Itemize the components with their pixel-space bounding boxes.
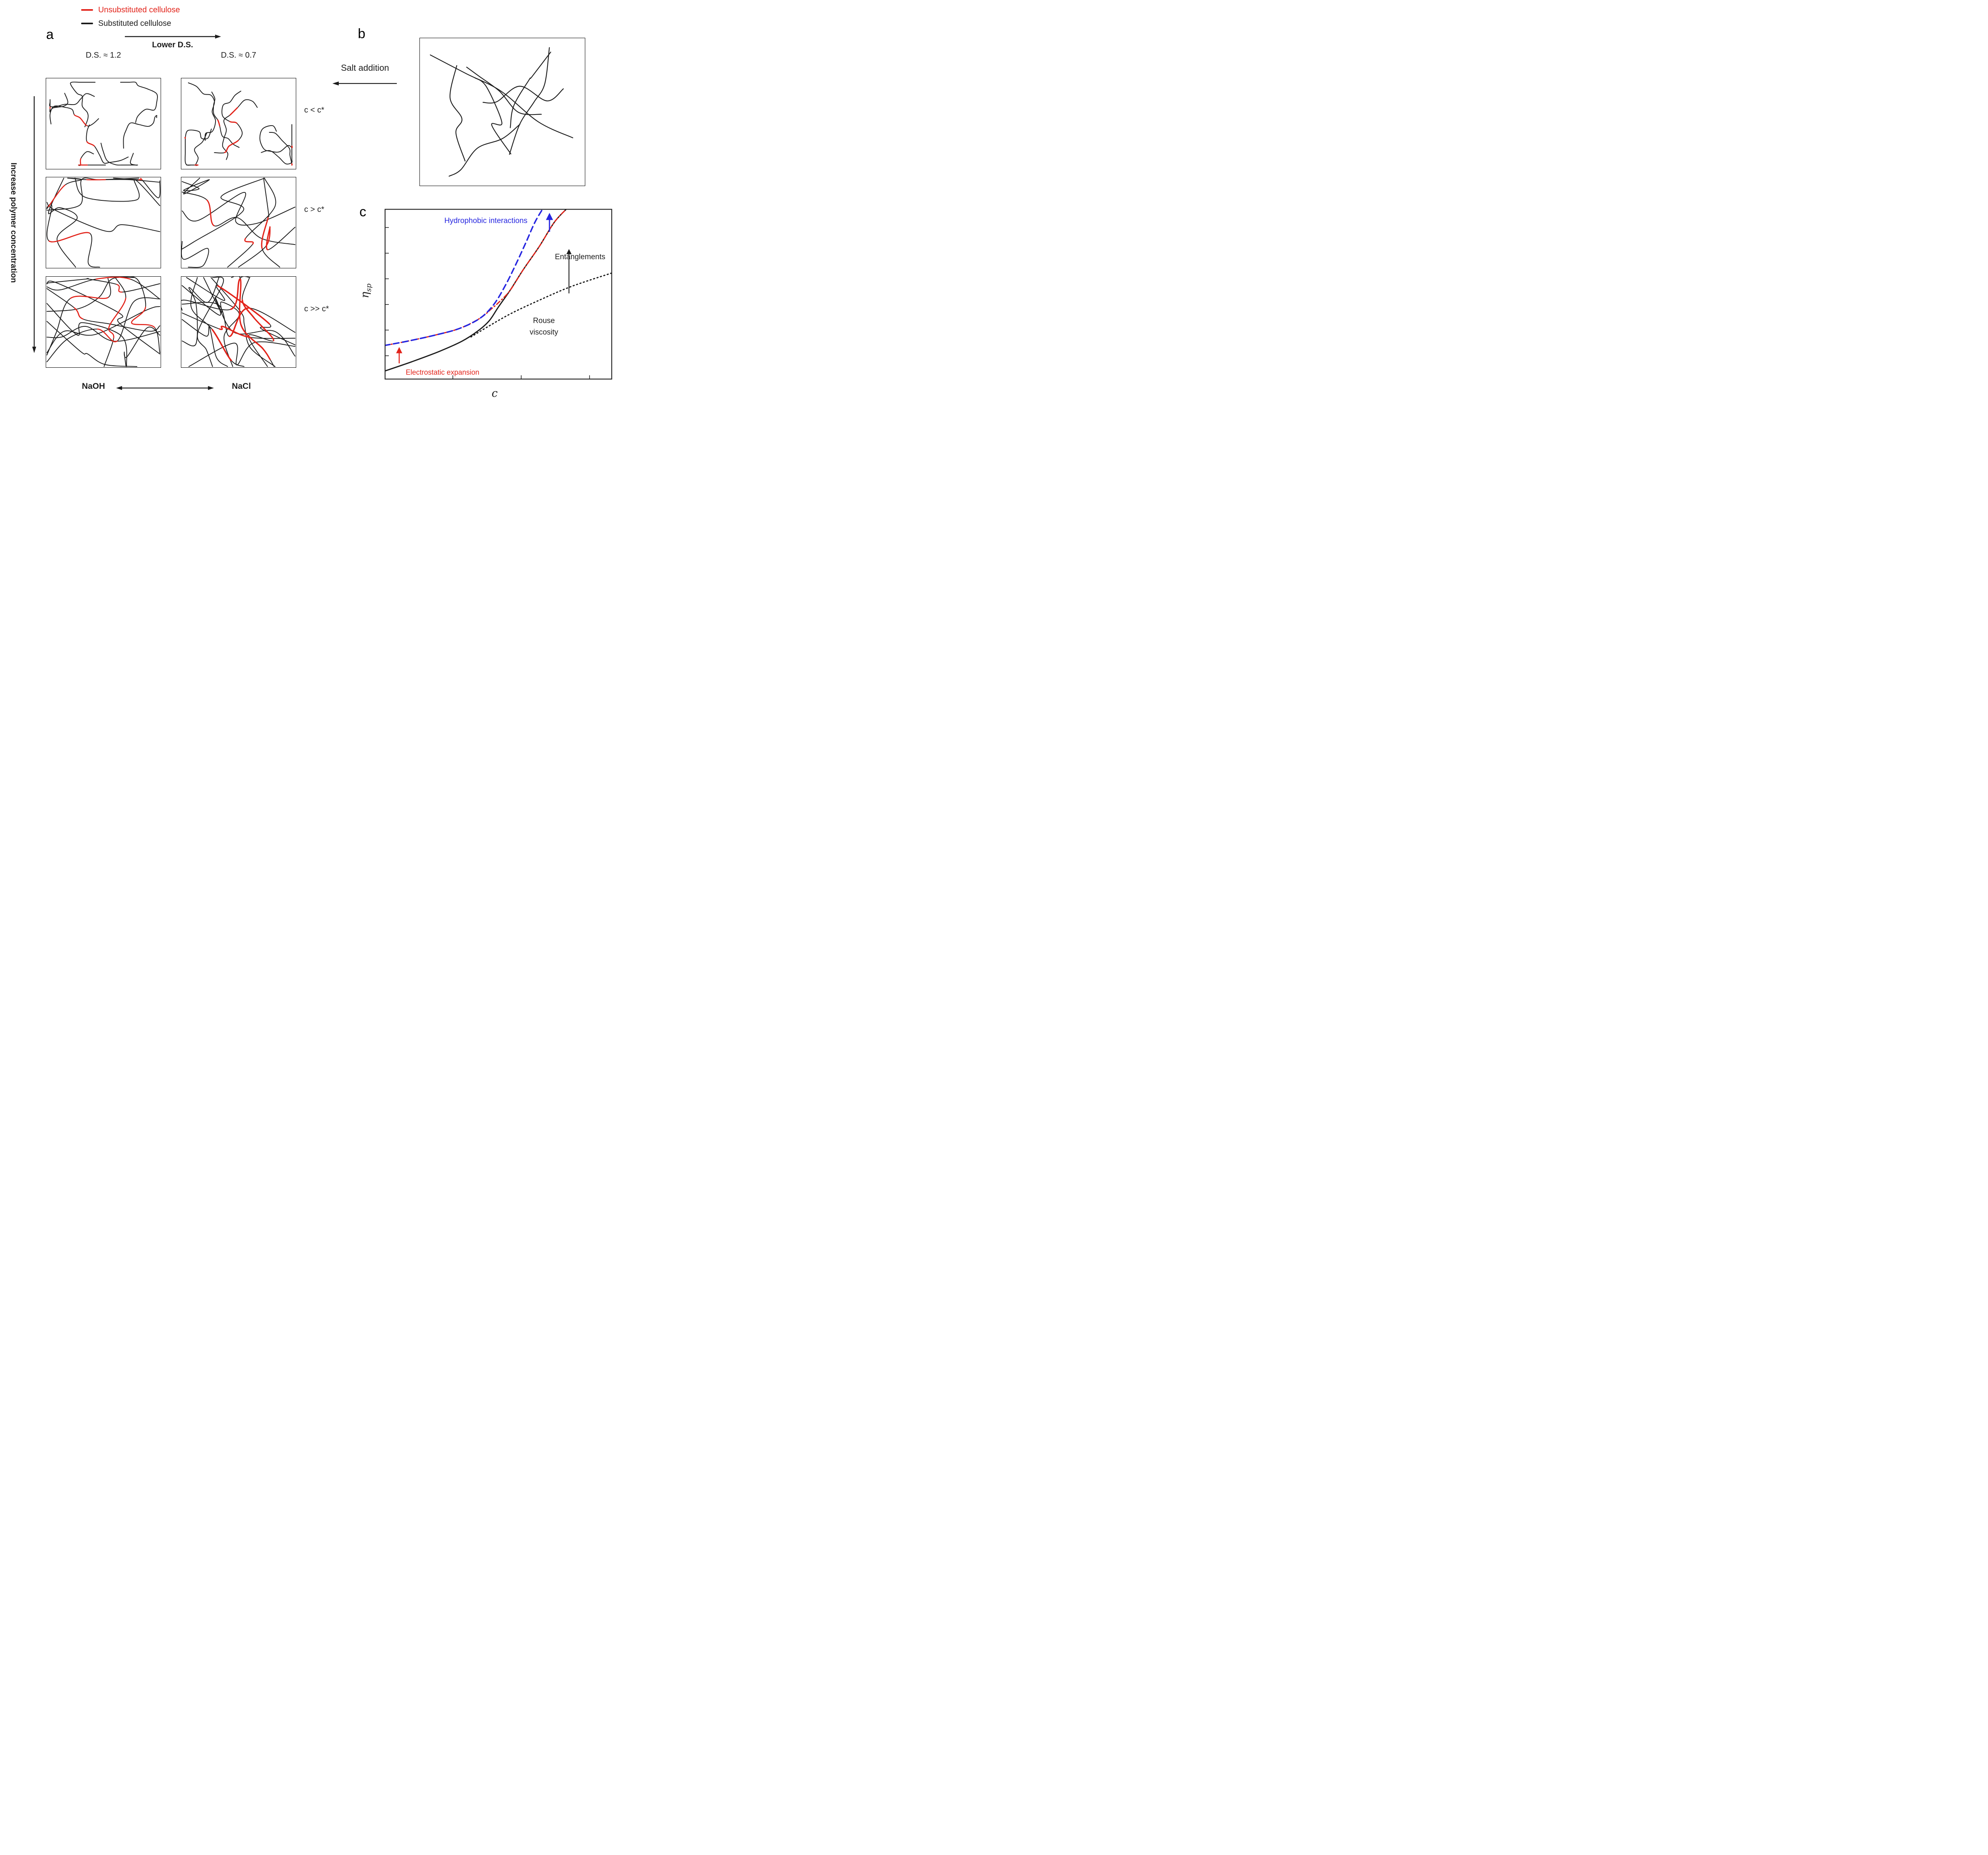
polymer-box-low-ds-dilute <box>181 78 296 169</box>
eta-symbol: η <box>359 291 371 299</box>
polymer-box-high-ds-concentrated <box>46 276 161 368</box>
lower-ds-arrow-icon <box>125 35 221 39</box>
lower-ds-label: Lower D.S. <box>152 41 193 49</box>
polymer-box-low-ds-concentrated <box>181 276 296 368</box>
hydrophobic-interactions-label: Hydrophobic interactions <box>444 216 528 225</box>
legend-item-unsubstituted: Unsubstituted cellulose <box>81 3 180 17</box>
row-label-dilute: c < c* <box>304 106 324 114</box>
row-label-concentrated: c >> c* <box>304 305 329 313</box>
entanglements-label: Entanglements <box>555 252 606 261</box>
rouse-line-1: Rouse <box>533 316 555 325</box>
red-line-swatch-icon <box>81 9 93 11</box>
naoh-nacl-double-arrow-icon <box>116 386 214 390</box>
row-label-semidilute: c > c* <box>304 205 324 214</box>
column-header-ds-1-2: D.S. ≈ 1.2 <box>85 51 121 60</box>
concentration-axis-label: Increase polymer concentration <box>9 162 18 283</box>
salt-addition-label: Salt addition <box>341 63 389 73</box>
panel-b-canvas <box>430 47 573 177</box>
electrostatic-expansion-label: Electrostatic expansion <box>406 368 480 376</box>
legend-label: Substituted cellulose <box>98 19 171 28</box>
plot-y-axis-label: ηsp <box>359 283 373 298</box>
rouse-viscosity-label: Rouse viscosity <box>530 316 558 338</box>
panel-b-letter: b <box>358 26 365 41</box>
nacl-label: NaCl <box>232 382 251 391</box>
panel-c-letter: c <box>359 204 366 219</box>
plot-canvas <box>384 209 612 380</box>
naoh-label: NaOH <box>82 382 105 391</box>
column-header-ds-0-7: D.S. ≈ 0.7 <box>221 51 256 60</box>
concentration-arrow-icon <box>32 96 36 353</box>
figure-page: Unsubstituted cellulose Substituted cell… <box>0 0 619 406</box>
panel-a-letter: a <box>46 27 54 42</box>
sp-subscript: sp <box>365 283 373 292</box>
legend-item-substituted: Substituted cellulose <box>81 17 180 30</box>
legend-label: Unsubstituted cellulose <box>98 5 180 14</box>
rouse-line-2: viscosity <box>530 328 558 336</box>
black-line-swatch-icon <box>81 23 93 24</box>
polymer-box-high-ds-dilute <box>46 78 161 169</box>
polymer-box-high-ds-semidilute <box>46 177 161 268</box>
panel-b-box <box>419 38 585 186</box>
legend: Unsubstituted cellulose Substituted cell… <box>81 3 180 30</box>
viscosity-plot: Hydrophobic interactions Entanglements R… <box>384 209 612 380</box>
plot-x-axis-label: c <box>491 387 498 400</box>
polymer-box-low-ds-semidilute <box>181 177 296 268</box>
salt-addition-arrow-icon <box>332 81 397 85</box>
